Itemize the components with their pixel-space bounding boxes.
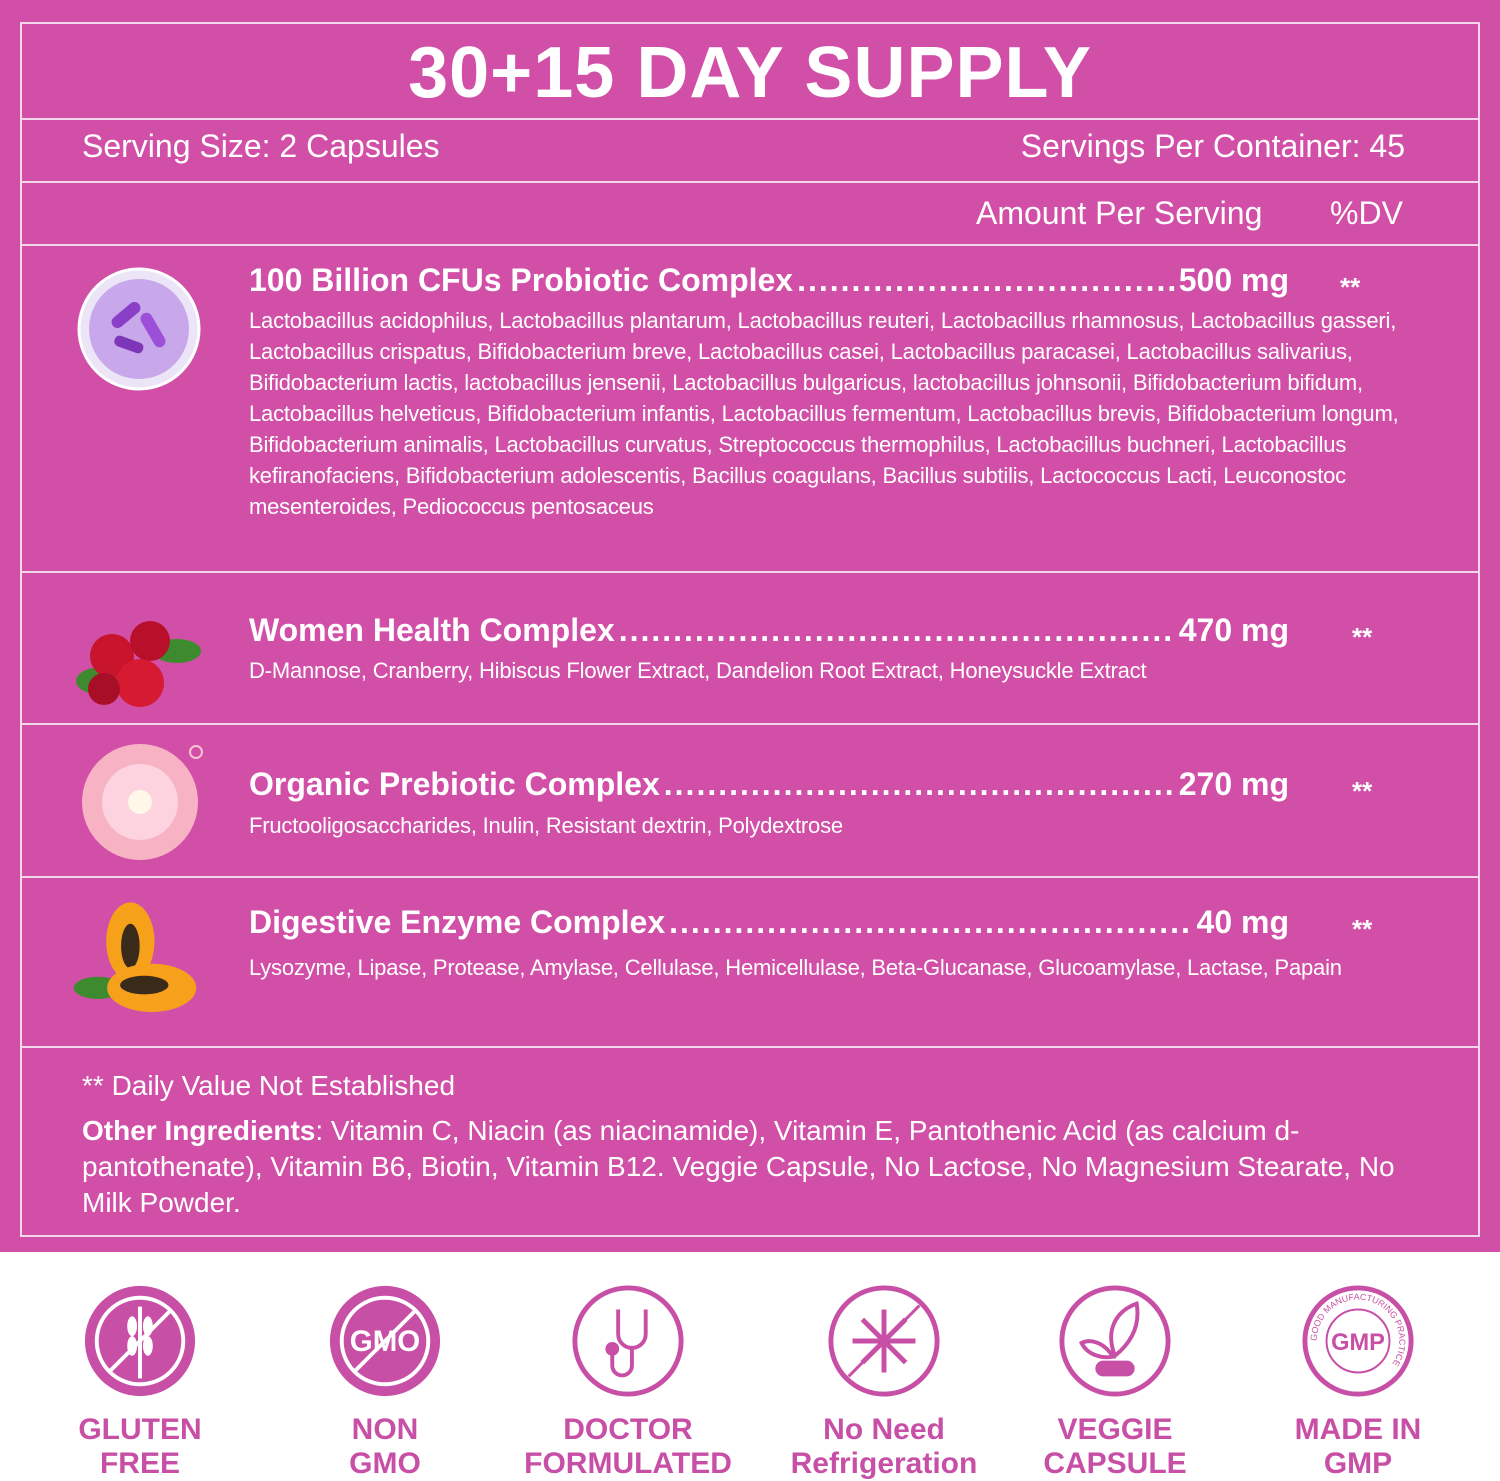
ingredient-dv: ** <box>1340 272 1361 302</box>
dv-header: %DV <box>1330 195 1403 231</box>
serving-size: Serving Size: 2 Capsules <box>82 128 440 164</box>
divider <box>20 1046 1480 1048</box>
badge-doctor-formulated: DOCTOR FORMULATED <box>508 1282 748 1481</box>
ingredient-amount: 270 mg <box>1178 766 1289 802</box>
ingredient-dv: ** <box>1352 914 1373 944</box>
leader-dots <box>669 904 1192 941</box>
supplement-facts-panel: 30+15 DAY SUPPLY Serving Size: 2 Capsule… <box>0 0 1500 1252</box>
badge-label: DOCTOR FORMULATED <box>524 1413 732 1480</box>
ingredient-row-women-health: Women Health Complex 470 mg <box>249 612 1289 649</box>
ingredient-row-probiotic: 100 Billion CFUs Probiotic Complex 500 mg <box>249 262 1289 299</box>
ingredient-description: D-Mannose, Cranberry, Hibiscus Flower Ex… <box>249 658 1147 683</box>
prebiotic-bubble-icon <box>82 744 203 860</box>
badge-label: NON GMO <box>349 1413 421 1480</box>
badge-label: VEGGIE CAPSULE <box>1043 1413 1187 1480</box>
other-ingredients: Other Ingredients: Vitamin C, Niacin (as… <box>82 1113 1402 1221</box>
footnote: ** Daily Value Not Established <box>82 1070 456 1101</box>
other-ingredients-label: Other Ingredients <box>82 1115 316 1146</box>
ingredient-amount: 40 mg <box>1196 904 1289 940</box>
ingredient-amount: 500 mg <box>1178 262 1289 298</box>
divider <box>20 181 1480 183</box>
badge-made-in-gmp: GOOD MANUFACTURING PRACTICE GMP MADE IN GM… <box>1238 1282 1478 1481</box>
leader-dots <box>664 766 1175 803</box>
other-ingredients-text: : Vitamin C, Niacin (as niacinamide), Vi… <box>82 1115 1395 1218</box>
ingredient-dv: ** <box>1352 776 1373 806</box>
ingredient-name: 100 Billion CFUs Probiotic Complex <box>249 262 794 298</box>
amount-per-serving-header: Amount Per Serving <box>976 195 1263 231</box>
panel-border <box>20 22 1480 1237</box>
ingredient-description: Lactobacillus acidophilus, Lactobacillus… <box>249 308 1399 519</box>
badge-label: No Need Refrigeration <box>790 1413 978 1480</box>
leaf-capsule-icon <box>1059 1285 1171 1397</box>
ingredient-name: Organic Prebiotic Complex <box>249 766 660 802</box>
ingredient-dv: ** <box>1352 622 1373 652</box>
ingredient-description: Lysozyme, Lipase, Protease, Amylase, Cel… <box>249 955 1342 980</box>
leader-dots <box>797 262 1175 299</box>
badge-no-refrigeration: No Need Refrigeration <box>764 1282 1004 1481</box>
gmo-crossed-icon: GMO <box>329 1285 441 1397</box>
badge-veggie-capsule: VEGGIE CAPSULE <box>995 1282 1235 1481</box>
divider <box>20 571 1480 573</box>
stethoscope-icon <box>572 1285 684 1397</box>
wheat-crossed-icon <box>84 1285 196 1397</box>
servings-per-container: Servings Per Container: 45 <box>1020 128 1405 164</box>
ingredient-name: Digestive Enzyme Complex <box>249 904 666 940</box>
badge-label: GLUTEN FREE <box>78 1413 202 1480</box>
snowflake-crossed-icon <box>828 1285 940 1397</box>
papaya-icon <box>73 902 197 1012</box>
badge-label: MADE IN GMP <box>1294 1413 1422 1480</box>
leader-dots <box>619 612 1175 649</box>
bacteria-capsule-icon <box>77 267 201 391</box>
page-title: 30+15 DAY SUPPLY <box>408 33 1092 113</box>
divider <box>20 244 1480 246</box>
ingredient-row-prebiotic: Organic Prebiotic Complex 270 mg <box>249 766 1289 803</box>
ingredient-name: Women Health Complex <box>249 612 615 648</box>
divider <box>20 723 1480 725</box>
ingredient-description: Fructooligosaccharides, Inulin, Resistan… <box>249 813 843 838</box>
svg-text:GMP: GMP <box>1331 1330 1385 1356</box>
ingredient-row-enzyme: Digestive Enzyme Complex 40 mg <box>249 904 1289 941</box>
badge-gluten-free: GLUTEN FREE <box>20 1282 260 1481</box>
ingredient-amount: 470 mg <box>1178 612 1289 648</box>
divider <box>20 876 1480 878</box>
divider <box>20 118 1480 120</box>
cranberry-icon <box>76 621 201 707</box>
